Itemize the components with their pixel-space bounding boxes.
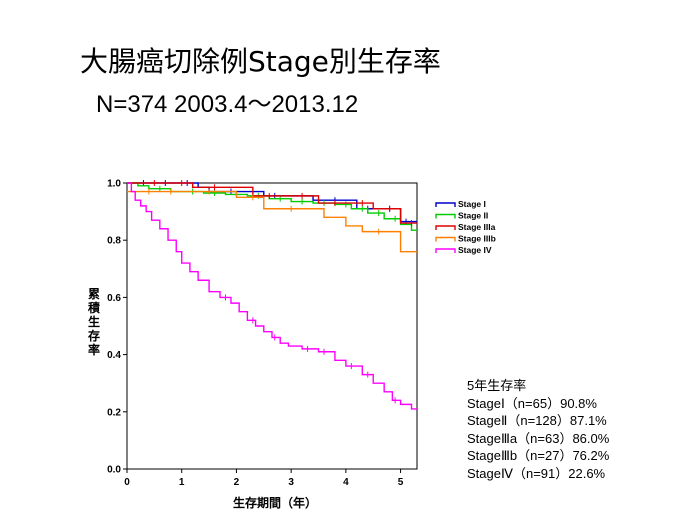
legend-label-stage-iiia: Stage IIIa (458, 222, 496, 232)
legend-swatch-stage-ii (435, 213, 456, 219)
y-tick-label: 0.6 (107, 293, 121, 304)
legend-label-stage-ii: Stage II (458, 211, 488, 221)
summary-line-stage-2: StageⅡ（n=128）87.1% (467, 413, 607, 428)
summary-line-stage-3b: StageⅢb（n=27）76.2% (467, 448, 610, 463)
y-tick-label: 0.2 (107, 407, 121, 418)
legend-label-stage-iv: Stage IV (458, 245, 492, 255)
legend-swatch-stage-iiib (435, 236, 456, 242)
legend-swatch-stage-iv (435, 248, 456, 253)
y-tick-label: 0.0 (107, 465, 121, 476)
x-tick-label: 0 (124, 477, 130, 488)
plot-frame (126, 182, 418, 470)
legend-label-stage-iiib: Stage IIIb (458, 234, 496, 244)
slide-subtitle: N=374 2003.4～2013.12 (96, 91, 359, 118)
series-layer (127, 180, 417, 410)
x-tick-label: 1 (179, 477, 185, 488)
y-tick-label: 0.8 (107, 236, 121, 247)
y-axis: 0.0 0.2 0.4 0.6 0.8 1.0 (107, 179, 127, 476)
x-tick-label: 3 (288, 477, 294, 488)
legend-swatch-stage-i (435, 202, 456, 207)
x-tick-label: 5 (398, 477, 404, 488)
curve-stage-iiia (127, 182, 417, 224)
x-axis-title: 生存期間（年） (233, 495, 317, 510)
y-tick-label: 1.0 (107, 179, 121, 190)
x-tick-label: 2 (234, 477, 240, 488)
five-year-survival-box: 5年生存率 StageⅠ（n=65）90.8% StageⅡ（n=128）87.… (467, 377, 609, 482)
y-axis-title: 累積生存率 (87, 287, 101, 357)
x-tick-label: 4 (343, 477, 349, 488)
slide-title: 大腸癌切除例Stage別生存率 (80, 45, 441, 78)
summary-line-stage-4: StageⅣ（n=91）22.6% (467, 465, 606, 481)
y-tick-label: 0.4 (107, 350, 121, 361)
legend-swatch-stage-iiia (435, 225, 456, 230)
legend-label-stage-i: Stage I (458, 199, 486, 209)
x-axis: 0 1 2 3 4 5 (124, 469, 404, 488)
curve-stage-iv (127, 182, 417, 410)
summary-heading: 5年生存率 (467, 378, 527, 393)
summary-line-stage-1: StageⅠ（n=65）90.8% (467, 395, 597, 411)
curve-stage-iiib (127, 190, 417, 253)
summary-line-stage-3a: StageⅢa（n=63）86.0% (467, 430, 610, 446)
